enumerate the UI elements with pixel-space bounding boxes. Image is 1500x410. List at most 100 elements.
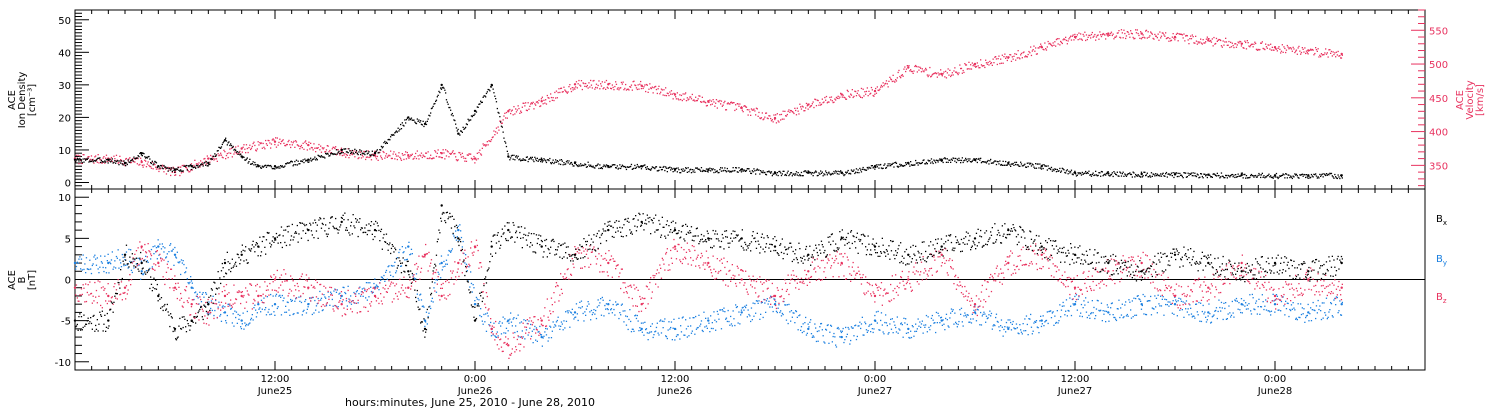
velocity-series-point	[885, 82, 887, 85]
velocity-series-point	[870, 92, 872, 94]
density-series-point	[875, 166, 877, 168]
by-series-point	[1224, 307, 1226, 310]
by-series-point	[496, 331, 498, 333]
by-series-point	[435, 291, 438, 293]
velocity-series-point	[459, 152, 461, 154]
by-series-point	[538, 330, 540, 333]
by-series-point	[157, 239, 159, 241]
velocity-series-point	[1002, 62, 1004, 64]
density-series-point	[321, 156, 323, 158]
by-series-point	[848, 328, 850, 330]
velocity-series-point	[318, 143, 320, 146]
by-series-point	[1090, 312, 1093, 314]
by-series-point	[1010, 321, 1012, 324]
by-series-point	[419, 294, 421, 296]
velocity-series-point	[329, 149, 331, 152]
velocity-series-point	[732, 102, 734, 104]
by-series-point	[424, 325, 426, 328]
by-series-point	[1173, 313, 1175, 315]
density-series-point	[612, 164, 614, 166]
by-series-point	[126, 264, 128, 266]
by-series-point	[1156, 312, 1158, 314]
velocity-series-point	[599, 88, 601, 90]
density-series-point	[664, 169, 666, 172]
by-series-point	[929, 329, 931, 331]
density-series-point	[1308, 175, 1310, 178]
by-series-point	[172, 248, 174, 250]
by-series-point	[821, 329, 823, 331]
by-series-point	[809, 321, 811, 323]
velocity-series-point	[812, 101, 814, 103]
by-series-point	[752, 302, 754, 304]
density-series-point	[656, 170, 658, 172]
density-series-point	[417, 120, 419, 122]
density-series-point	[507, 153, 509, 155]
velocity-series-point	[488, 140, 490, 142]
density-series-point	[624, 165, 626, 168]
velocity-series-point	[223, 149, 225, 151]
by-series-point	[860, 327, 862, 330]
by-series-point	[1223, 302, 1225, 304]
velocity-series-data-point	[840, 93, 843, 96]
velocity-series-point	[561, 91, 563, 93]
by-series-point	[368, 296, 370, 298]
by-series-point	[113, 266, 115, 268]
density-series-data-point	[407, 116, 410, 119]
by-series-point	[505, 332, 507, 334]
by-series-point	[369, 282, 371, 284]
velocity-series-point	[472, 158, 474, 160]
velocity-series-point	[115, 154, 118, 156]
velocity-series	[73, 29, 1343, 177]
velocity-series-point	[725, 109, 727, 111]
by-series-point	[1047, 322, 1049, 325]
density-series-point	[824, 174, 826, 176]
by-series-point	[850, 326, 853, 328]
by-series-point	[1103, 313, 1105, 315]
density-series-point	[1099, 172, 1101, 174]
by-series-point	[762, 316, 764, 319]
density-series-point	[263, 165, 265, 168]
density-series-point	[1032, 164, 1034, 166]
by-series-point	[775, 301, 777, 303]
by-series-point	[950, 312, 952, 314]
density-series-data-point	[223, 139, 227, 142]
density-series-point	[729, 171, 731, 173]
density-series-point	[620, 166, 623, 168]
density-series-point	[239, 154, 241, 156]
density-series-point	[961, 157, 963, 159]
by-series-point	[145, 270, 148, 272]
by-series-point	[266, 296, 268, 298]
velocity-series-point	[233, 153, 235, 155]
velocity-series-point	[110, 158, 112, 160]
velocity-series-point	[455, 159, 458, 161]
density-series-point	[1168, 173, 1170, 175]
velocity-series-point	[1225, 37, 1227, 39]
density-series-point	[464, 127, 466, 130]
density-series-point	[357, 153, 359, 156]
velocity-series-point	[1135, 32, 1138, 34]
density-series-point	[1046, 169, 1048, 171]
by-series-point	[79, 256, 81, 258]
density-series-point	[678, 169, 680, 171]
by-series-point	[807, 323, 809, 325]
by-series-point	[106, 260, 108, 262]
by-series-point	[845, 336, 848, 338]
density-series-point	[808, 170, 810, 173]
velocity-series-point	[315, 151, 317, 153]
velocity-series-point	[1146, 37, 1148, 39]
density-series-point	[391, 134, 393, 136]
velocity-series-point	[105, 154, 108, 156]
by-series-point	[562, 329, 564, 331]
density-series-point	[1142, 175, 1144, 177]
velocity-series-point	[709, 99, 711, 101]
by-series-point	[304, 300, 306, 303]
density-series-point	[146, 157, 148, 159]
density-series-point	[787, 170, 789, 172]
density-series-point	[107, 162, 109, 164]
velocity-series-point	[685, 92, 687, 94]
by-series-point	[370, 286, 372, 288]
by-series-point	[129, 260, 131, 263]
density-series-point	[724, 167, 726, 169]
density-series-point	[501, 126, 503, 128]
density-series-point	[616, 165, 618, 167]
